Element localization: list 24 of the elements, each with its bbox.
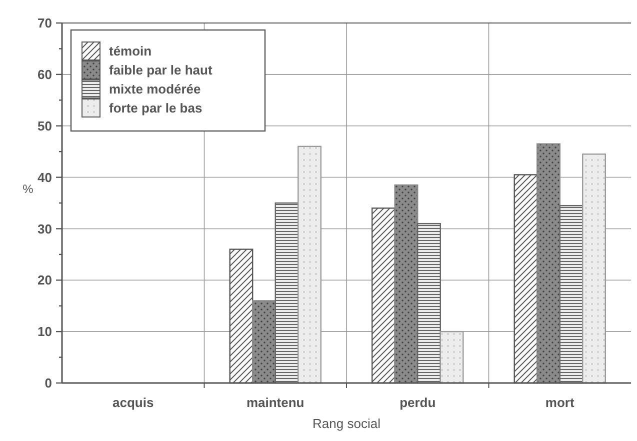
y-tick-label: 20 xyxy=(38,272,52,288)
y-tick-label: 70 xyxy=(38,16,52,31)
x-tick-label: acquis xyxy=(112,395,154,410)
y-tick-label: 50 xyxy=(38,118,52,134)
legend-label: forte par le bas xyxy=(109,100,202,116)
x-tick-label: mort xyxy=(545,395,575,410)
bar xyxy=(252,300,276,384)
x-axis-title: Rang social xyxy=(312,416,381,431)
legend-label: mixte modérée xyxy=(109,82,201,97)
bar xyxy=(559,204,584,384)
y-tick-label: 40 xyxy=(38,170,52,185)
bar xyxy=(417,222,441,384)
y-tick-label: 60 xyxy=(38,66,52,82)
bar xyxy=(274,202,299,384)
x-tick-label: perdu xyxy=(400,395,436,410)
bar xyxy=(394,184,418,384)
x-tick-label: maintenu xyxy=(246,395,304,410)
y-tick-label: 30 xyxy=(38,221,52,236)
y-tick-label: 10 xyxy=(38,324,52,340)
legend-label: témoin xyxy=(109,44,152,59)
bar xyxy=(536,143,560,384)
legend-label: faible par le haut xyxy=(109,62,213,78)
y-axis-title: % xyxy=(22,182,34,196)
y-tick-label: 0 xyxy=(44,376,52,391)
